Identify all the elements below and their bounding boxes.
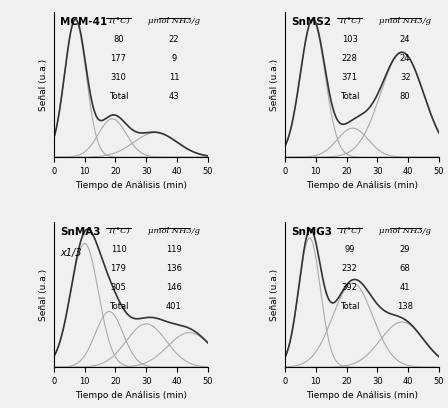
Text: MCM-41: MCM-41	[60, 17, 107, 27]
Text: 177: 177	[111, 54, 126, 63]
Text: μmol NH3/g: μmol NH3/g	[148, 17, 200, 24]
Text: 103: 103	[342, 35, 358, 44]
Text: 179: 179	[111, 264, 126, 273]
Text: 24: 24	[400, 35, 410, 44]
Text: 22: 22	[169, 35, 179, 44]
Text: T(°C): T(°C)	[338, 17, 361, 24]
Text: 9: 9	[171, 54, 177, 63]
Text: x1/3: x1/3	[60, 248, 82, 258]
Text: SnMG3: SnMG3	[291, 227, 332, 237]
Y-axis label: Señal (u.a.): Señal (u.a.)	[39, 59, 48, 111]
Text: Total: Total	[109, 302, 128, 311]
X-axis label: Tiempo de Análisis (min): Tiempo de Análisis (min)	[75, 392, 187, 401]
Text: T(°C): T(°C)	[107, 17, 130, 24]
Text: 305: 305	[111, 283, 126, 292]
X-axis label: Tiempo de Análisis (min): Tiempo de Análisis (min)	[306, 182, 418, 191]
Text: 138: 138	[397, 302, 413, 311]
Text: SnMS2: SnMS2	[291, 17, 331, 27]
Text: 24: 24	[400, 54, 410, 63]
Text: 43: 43	[168, 92, 179, 101]
X-axis label: Tiempo de Análisis (min): Tiempo de Análisis (min)	[306, 392, 418, 401]
Text: μmol NH3/g: μmol NH3/g	[379, 227, 431, 235]
Text: Total: Total	[109, 92, 128, 101]
Text: 371: 371	[342, 73, 358, 82]
Text: Total: Total	[340, 302, 359, 311]
Text: Total: Total	[340, 92, 359, 101]
Y-axis label: Señal (u.a.): Señal (u.a.)	[39, 269, 48, 321]
Text: 80: 80	[400, 92, 410, 101]
Text: 99: 99	[345, 246, 355, 255]
Y-axis label: Señal (u.a.): Señal (u.a.)	[271, 269, 280, 321]
Text: 29: 29	[400, 246, 410, 255]
Text: 136: 136	[166, 264, 182, 273]
Text: 110: 110	[111, 246, 126, 255]
Text: 11: 11	[169, 73, 179, 82]
Text: 310: 310	[111, 73, 126, 82]
Text: 232: 232	[342, 264, 358, 273]
Text: 80: 80	[113, 35, 124, 44]
Text: 401: 401	[166, 302, 182, 311]
Text: μmol NH3/g: μmol NH3/g	[148, 227, 200, 235]
Text: 392: 392	[342, 283, 358, 292]
Text: 68: 68	[400, 264, 410, 273]
Text: T(°C): T(°C)	[338, 227, 361, 235]
Text: 228: 228	[342, 54, 358, 63]
Text: SnMA3: SnMA3	[60, 227, 100, 237]
Text: μmol NH3/g: μmol NH3/g	[379, 17, 431, 24]
Y-axis label: Señal (u.a.): Señal (u.a.)	[271, 59, 280, 111]
Text: T(°C): T(°C)	[107, 227, 130, 235]
X-axis label: Tiempo de Análisis (min): Tiempo de Análisis (min)	[75, 182, 187, 191]
Text: 146: 146	[166, 283, 182, 292]
Text: 119: 119	[166, 246, 182, 255]
Text: 32: 32	[400, 73, 410, 82]
Text: 41: 41	[400, 283, 410, 292]
